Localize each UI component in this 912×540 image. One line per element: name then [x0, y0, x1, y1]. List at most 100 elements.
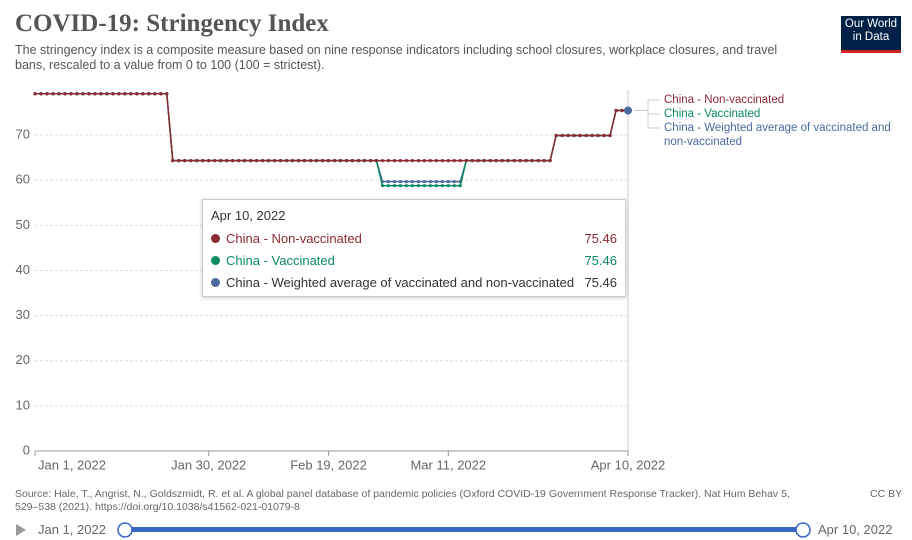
point	[93, 92, 97, 96]
point	[410, 184, 414, 188]
point	[434, 180, 438, 184]
point	[518, 159, 522, 163]
point	[440, 159, 444, 163]
point	[614, 108, 618, 113]
point	[314, 159, 319, 163]
point	[542, 159, 546, 163]
y-tick-label: 10	[16, 397, 30, 412]
y-tick-label: 70	[16, 127, 30, 142]
point	[39, 92, 43, 96]
point	[243, 159, 247, 163]
point	[470, 159, 474, 163]
point	[338, 159, 343, 163]
tooltip-name: China - Non-vaccinated	[226, 230, 362, 246]
point	[392, 180, 396, 184]
y-tick-label: 30	[16, 307, 30, 322]
point	[398, 159, 402, 163]
point	[476, 159, 480, 163]
point	[446, 159, 450, 163]
point	[530, 159, 534, 163]
point	[524, 159, 528, 163]
tooltip-name: China - Vaccinated	[226, 252, 335, 268]
point	[33, 92, 37, 96]
point	[422, 184, 426, 188]
tooltip-name: China - Weighted average of vaccinated a…	[226, 274, 575, 290]
point	[278, 159, 283, 163]
point	[566, 133, 570, 138]
point	[87, 92, 91, 96]
point	[51, 92, 55, 96]
point	[452, 184, 456, 188]
point	[99, 92, 103, 96]
tooltip-date: Apr 10, 2022	[211, 208, 286, 223]
point	[284, 159, 289, 163]
tooltip-swatch	[211, 255, 220, 265]
timeline-handle[interactable]	[795, 522, 811, 538]
point	[225, 159, 229, 163]
point	[608, 133, 612, 138]
point	[255, 159, 259, 163]
point	[392, 159, 396, 163]
point	[398, 180, 402, 184]
point	[440, 180, 444, 184]
point	[446, 184, 450, 188]
point	[332, 159, 337, 163]
logo[interactable]: Our World in Data	[841, 16, 901, 53]
x-tick-label: Mar 11, 2022	[410, 457, 486, 472]
point	[458, 159, 462, 163]
y-tick-label: 20	[16, 352, 30, 367]
timeline-start: Jan 1, 2022	[38, 522, 106, 537]
x-tick-label: Feb 19, 2022	[290, 457, 367, 472]
point	[81, 92, 85, 96]
legend-item: China - Weighted average of vaccinated a…	[664, 122, 891, 148]
point	[165, 92, 169, 96]
timeline-end: Apr 10, 2022	[818, 522, 893, 537]
point	[458, 184, 462, 188]
point	[410, 159, 414, 163]
point	[434, 184, 438, 188]
point	[63, 92, 67, 96]
point	[356, 159, 361, 163]
hover-point	[624, 106, 632, 115]
series-line	[35, 92, 628, 183]
point	[290, 159, 295, 163]
point	[560, 133, 564, 138]
point	[302, 159, 307, 163]
point	[416, 184, 420, 188]
x-tick-label: Jan 1, 2022	[38, 457, 106, 472]
x-tick-label: Jan 30, 2022	[171, 457, 246, 472]
timeline-handle[interactable]	[117, 522, 133, 538]
point	[195, 159, 199, 163]
legend-item: China - Vaccinated	[664, 108, 761, 120]
point	[428, 180, 432, 184]
point	[434, 159, 438, 163]
timeline-track	[125, 527, 803, 532]
point	[446, 180, 450, 184]
point	[416, 180, 420, 184]
point	[536, 159, 540, 163]
point	[572, 133, 576, 138]
source: Source: Hale, T., Angrist, N., Goldszmid…	[15, 488, 790, 513]
point	[123, 92, 127, 96]
legend-connector	[634, 109, 660, 115]
point	[201, 159, 205, 163]
tooltip-value: 75.46	[584, 230, 617, 246]
point	[548, 159, 552, 163]
point	[452, 159, 456, 163]
series-line	[35, 92, 628, 187]
point	[171, 159, 175, 163]
point	[410, 180, 414, 184]
point	[207, 159, 211, 163]
point	[428, 184, 432, 188]
point	[386, 180, 391, 184]
y-tick-label: 50	[16, 217, 30, 232]
point	[249, 159, 253, 163]
point	[482, 159, 486, 163]
point	[512, 159, 516, 163]
point	[272, 159, 277, 163]
point	[296, 159, 301, 163]
license[interactable]: CC BY	[870, 488, 903, 500]
play-button	[16, 524, 26, 536]
chart-title: COVID-19: Stringency Index	[15, 10, 329, 37]
point	[428, 159, 432, 163]
